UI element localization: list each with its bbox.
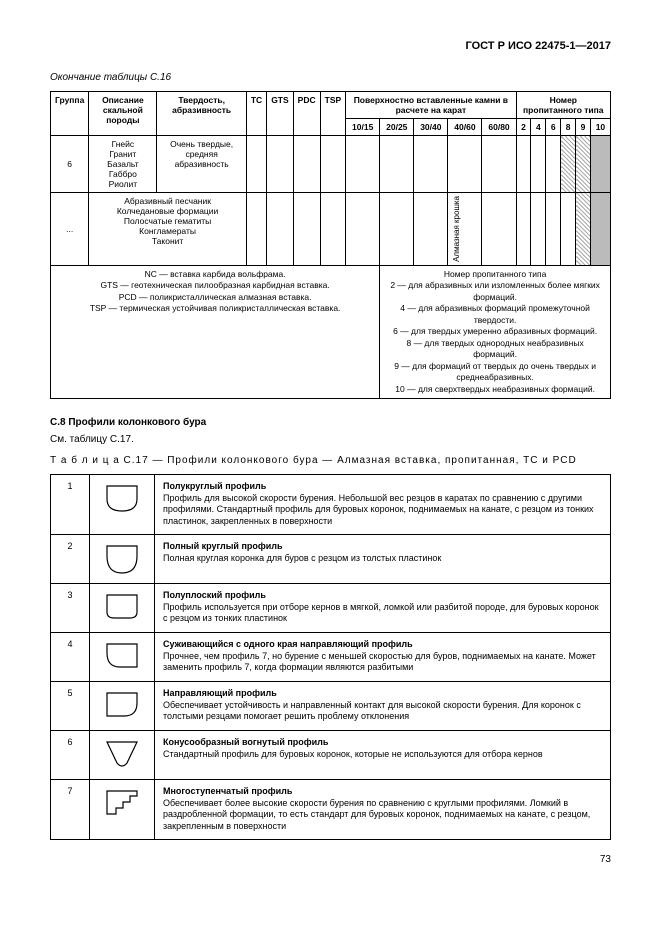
page-number: 73 xyxy=(50,854,611,865)
profile-shape-icon xyxy=(90,534,155,583)
th-tsp: TSP xyxy=(320,92,346,136)
table-c17-title: Т а б л и ц а С.17 — Профили колонкового… xyxy=(50,455,611,466)
th-ss-4: 40/60 xyxy=(448,119,482,136)
profile-description: Полукруглый профильПрофиль для высокой с… xyxy=(155,475,611,535)
table-row: 5 Направляющий профильОбеспечивает устойч… xyxy=(51,681,611,730)
profile-number: 3 xyxy=(51,583,90,632)
profile-title: Полуплоский профиль xyxy=(163,590,602,602)
profile-number: 7 xyxy=(51,779,90,839)
profile-number: 5 xyxy=(51,681,90,730)
table-row: 4 Суживающийся с одного края направляющий… xyxy=(51,632,611,681)
th-tc: TC xyxy=(246,92,266,136)
cell-diamond: Алмазная крошка xyxy=(448,193,482,266)
th-pdc: PDC xyxy=(293,92,320,136)
cell-group: ... xyxy=(51,193,89,266)
table-footnote-row: NC — вставка карбида вольфрама. GTS — ге… xyxy=(51,265,611,398)
profile-number: 4 xyxy=(51,632,90,681)
section-c8-title: С.8 Профили колонкового бура xyxy=(50,417,611,428)
th-it-9: 9 xyxy=(576,119,591,136)
profile-description: Многоступенчатый профильОбеспечивает бол… xyxy=(155,779,611,839)
table-row: 2 Полный круглый профильПолная круглая ко… xyxy=(51,534,611,583)
profile-title: Многоступенчатый профиль xyxy=(163,786,602,798)
footnote-right-body: 2 — для абразивных или изломленных более… xyxy=(390,280,600,393)
profile-description: Полный круглый профильПолная круглая кор… xyxy=(155,534,611,583)
profile-description: Направляющий профильОбеспечивает устойчи… xyxy=(155,681,611,730)
th-hardness: Твердость, абразивность xyxy=(157,92,246,136)
table-row: 1 Полукруглый профильПрофиль для высокой … xyxy=(51,475,611,535)
th-ss-1: 10/15 xyxy=(346,119,380,136)
th-ss-2: 20/25 xyxy=(380,119,414,136)
th-it-6: 6 xyxy=(546,119,561,136)
cell-hatch xyxy=(561,136,576,193)
th-gts: GTS xyxy=(267,92,293,136)
th-it-8: 8 xyxy=(561,119,576,136)
profile-number: 2 xyxy=(51,534,90,583)
table-row: 6 Гнейс Гранит Базальт Габбро Риолит Оче… xyxy=(51,136,611,193)
table-c17: 1 Полукруглый профильПрофиль для высокой … xyxy=(50,474,611,840)
th-it-10: 10 xyxy=(590,119,610,136)
cell-gray xyxy=(590,193,610,266)
th-ss-5: 60/80 xyxy=(482,119,516,136)
cell-hardness: Очень твердые, средняя абразивность xyxy=(157,136,246,193)
th-it-2: 2 xyxy=(516,119,531,136)
table-row: ... Абразивный песчаник Колчедановые фор… xyxy=(51,193,611,266)
table-c16: Группа Описание скальной породы Твердост… xyxy=(50,91,611,399)
th-it-4: 4 xyxy=(531,119,546,136)
footnote-left: NC — вставка карбида вольфрама. GTS — ге… xyxy=(51,265,380,398)
cell-rocks: Абразивный песчаник Колчедановые формаци… xyxy=(89,193,247,266)
cell-group: 6 xyxy=(51,136,89,193)
profile-shape-icon xyxy=(90,475,155,535)
table-c16-continuation: Окончание таблицы С.16 xyxy=(50,72,611,83)
th-surface-stones: Поверхностно вставленные камни в расчете… xyxy=(346,92,516,119)
cell-gray xyxy=(590,136,610,193)
profile-description: Полуплоский профильПрофиль используется … xyxy=(155,583,611,632)
profile-description: Конусообразный вогнутый профильСтандартн… xyxy=(155,730,611,779)
profile-title: Конусообразный вогнутый профиль xyxy=(163,737,602,749)
profile-description: Суживающийся с одного края направляющий … xyxy=(155,632,611,681)
profile-shape-icon xyxy=(90,779,155,839)
th-rockdesc: Описание скальной породы xyxy=(89,92,157,136)
doc-header: ГОСТ Р ИСО 22475-1—2017 xyxy=(50,40,611,52)
section-c8-text: См. таблицу С.17. xyxy=(50,434,611,445)
cell-hatch xyxy=(576,136,591,193)
footnote-right-title: Номер пропитанного типа xyxy=(444,269,547,279)
table-row: 6 Конусообразный вогнутый профильСтандарт… xyxy=(51,730,611,779)
footnote-right: Номер пропитанного типа 2 — для абразивн… xyxy=(380,265,611,398)
profile-shape-icon xyxy=(90,730,155,779)
table-row: 7 Многоступенчатый профильОбеспечивает бо… xyxy=(51,779,611,839)
th-impreg-type: Номер пропитанного типа xyxy=(516,92,610,119)
th-group: Группа xyxy=(51,92,89,136)
profile-number: 6 xyxy=(51,730,90,779)
profile-shape-icon xyxy=(90,681,155,730)
profile-shape-icon xyxy=(90,632,155,681)
profile-title: Направляющий профиль xyxy=(163,688,602,700)
cell-rocks: Гнейс Гранит Базальт Габбро Риолит xyxy=(89,136,157,193)
profile-number: 1 xyxy=(51,475,90,535)
th-ss-3: 30/40 xyxy=(414,119,448,136)
profile-title: Полукруглый профиль xyxy=(163,481,602,493)
table-row: 3 Полуплоский профильПрофиль используется… xyxy=(51,583,611,632)
cell-hatch xyxy=(576,193,591,266)
profile-title: Полный круглый профиль xyxy=(163,541,602,553)
profile-shape-icon xyxy=(90,583,155,632)
profile-title: Суживающийся с одного края направляющий … xyxy=(163,639,602,651)
